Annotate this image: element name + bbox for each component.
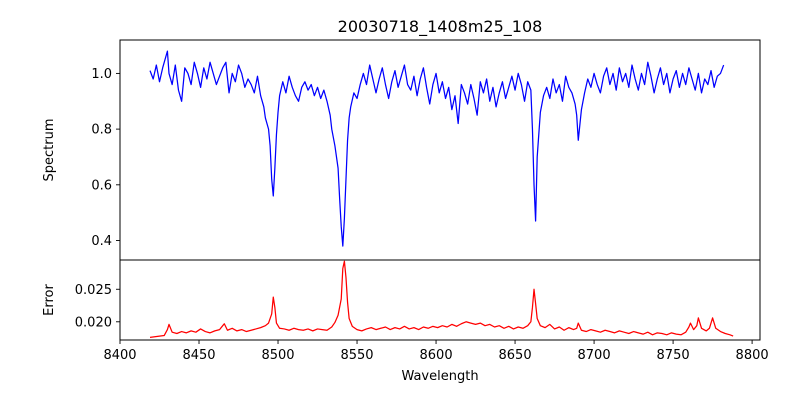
y-tick-label: 0.4 [91,234,112,249]
x-tick: 8500 [261,340,295,363]
x-tick-label: 8700 [578,348,611,363]
x-tick: 8450 [182,340,216,363]
x-tick-label: 8750 [657,348,690,363]
x-tick-label: 8500 [261,348,294,363]
y-tick: 0.8 [91,123,120,138]
spectrum-series-layer [149,50,725,247]
spectrum-axes-frame [119,39,761,261]
x-tick: 8400 [103,340,137,363]
error-axes-frame [119,259,761,341]
spectrum-line [149,50,725,247]
error-axis-label: Error [42,284,57,316]
x-tick-label: 8450 [182,348,215,363]
x-tick: 8550 [340,340,374,363]
y-tick-label: 0.8 [91,123,112,138]
spectrum-panel: 0.4 0.6 0.8 1.0 [91,39,761,261]
y-tick: 0.025 [75,283,120,298]
y-tick: 0.020 [75,315,120,330]
error-y-ticks: 0.020 0.025 [75,283,120,330]
x-tick: 8800 [736,340,769,363]
error-line [149,260,734,339]
y-tick: 0.4 [91,234,120,249]
x-tick: 8750 [657,340,690,363]
x-tick: 8600 [420,340,453,363]
x-tick-label: 8600 [420,348,453,363]
error-panel: 0.020 0.025 [75,259,761,341]
spectrum-y-ticks: 0.4 0.6 0.8 1.0 [91,67,120,249]
error-series-layer [149,260,734,339]
x-tick-label: 8650 [499,348,532,363]
x-tick-label: 8400 [103,348,136,363]
y-tick-label: 0.6 [91,178,112,193]
spectrum-axis-label: Spectrum [42,119,57,182]
x-axis-label: Wavelength [401,369,478,384]
x-tick-label: 8550 [340,348,373,363]
y-tick-label: 0.020 [75,315,112,330]
y-tick: 1.0 [91,67,120,82]
x-tick: 8700 [578,340,611,363]
x-axis-ticks: 8400 8450 8500 8550 8600 8650 8700 8750 8800 [103,340,769,363]
chart-title: 20030718_1408m25_108 [338,17,543,37]
y-tick-label: 0.025 [75,283,112,298]
y-tick: 0.6 [91,178,120,193]
x-tick: 8650 [499,340,532,363]
x-tick-label: 8800 [736,348,769,363]
y-tick-label: 1.0 [91,67,112,82]
